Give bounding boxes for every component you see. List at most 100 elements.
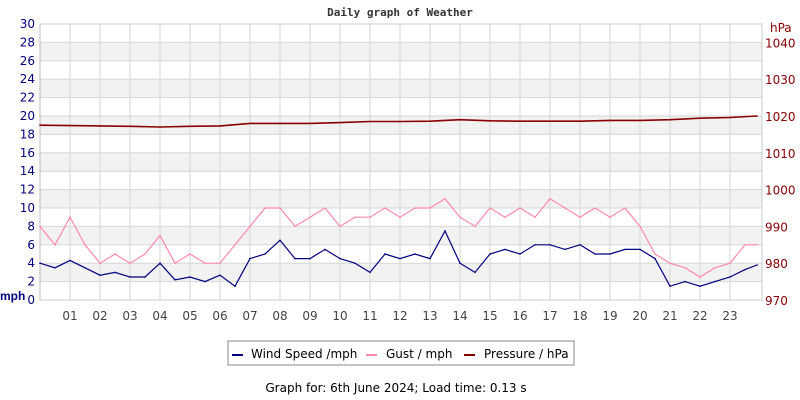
data-point-wind-speed: [309, 257, 311, 260]
right-axis-label: hPa: [770, 21, 792, 35]
x-tick-label: 04: [152, 309, 167, 323]
data-point-wind-speed: [504, 248, 506, 251]
data-point-gust: [234, 244, 236, 246]
data-point-wind-speed: [714, 280, 716, 283]
data-point-gust: [609, 216, 611, 218]
data-point-gust: [594, 207, 596, 209]
data-point-wind-speed: [594, 253, 596, 255]
data-point-gust: [504, 216, 506, 218]
data-point-wind-speed: [654, 257, 656, 260]
data-point-wind-speed: [639, 248, 641, 251]
data-point-wind-speed: [234, 285, 236, 288]
data-point-gust: [714, 267, 716, 269]
data-point-wind-speed: [549, 244, 551, 246]
x-tick-label: 05: [182, 309, 197, 323]
data-point-pressure: [756, 115, 758, 117]
data-point-pressure: [429, 120, 431, 122]
data-point-wind-speed: [99, 274, 101, 276]
left-tick-label: 22: [20, 91, 35, 105]
right-tick-label: 1040: [765, 36, 796, 50]
data-point-pressure: [669, 118, 671, 121]
data-point-wind-speed: [114, 271, 116, 274]
x-tick-label: 07: [242, 309, 257, 323]
left-tick-label: 30: [20, 17, 35, 31]
right-tick-label: 980: [765, 257, 788, 271]
data-point-gust: [564, 207, 566, 209]
data-point-wind-speed: [699, 285, 701, 288]
data-point-gust: [309, 216, 311, 218]
legend-gust: Gust / mph: [386, 347, 452, 361]
data-point-gust: [159, 234, 161, 237]
data-point-wind-speed: [534, 244, 536, 246]
left-tick-label: 28: [20, 35, 35, 49]
data-point-pressure: [519, 120, 521, 122]
data-point-wind-speed: [249, 257, 251, 260]
data-point-pressure: [489, 119, 491, 122]
grid-band: [40, 263, 762, 282]
data-point-gust: [639, 225, 641, 228]
data-point-gust: [369, 216, 371, 218]
left-tick-label: 20: [20, 109, 35, 123]
left-tick-label: 2: [27, 275, 35, 289]
data-point-pressure: [579, 120, 581, 122]
legend-wind: Wind Speed /mph: [251, 347, 357, 361]
data-point-pressure: [609, 119, 611, 122]
x-tick-label: 16: [512, 309, 527, 323]
data-point-pressure: [129, 125, 131, 128]
data-point-gust: [579, 216, 581, 218]
data-point-gust: [294, 225, 296, 228]
x-tick-label: 09: [302, 309, 317, 323]
data-point-gust: [474, 225, 476, 228]
data-point-wind-speed: [369, 271, 371, 274]
data-point-wind-speed: [489, 253, 491, 255]
data-point-gust: [114, 253, 116, 255]
data-point-pressure: [279, 122, 281, 125]
data-point-wind-speed: [129, 276, 131, 278]
data-point-pressure: [249, 122, 251, 125]
data-point-gust: [54, 244, 56, 246]
data-point-gust: [69, 216, 71, 218]
x-tick-label: 02: [92, 309, 107, 323]
data-point-gust: [174, 262, 176, 265]
x-tick-label: 13: [422, 309, 437, 323]
data-point-gust: [144, 253, 146, 255]
data-point-gust: [354, 216, 356, 218]
right-tick-label: 1020: [765, 110, 796, 124]
grid-band: [40, 79, 762, 98]
left-tick-label: 4: [27, 256, 35, 270]
data-point-pressure: [549, 120, 551, 122]
right-tick-label: 1030: [765, 73, 796, 87]
legend: Wind Speed /mph Gust / mph Pressure / hP…: [227, 340, 575, 366]
data-point-gust: [249, 225, 251, 228]
data-point-wind-speed: [174, 278, 176, 281]
legend-box: [227, 340, 575, 366]
grid-band: [40, 226, 762, 245]
data-point-wind-speed: [384, 253, 386, 255]
x-tick-label: 14: [452, 309, 467, 323]
data-point-gust: [534, 216, 536, 218]
data-point-wind-speed: [294, 257, 296, 260]
right-tick-label: 990: [765, 220, 788, 234]
data-point-wind-speed: [744, 268, 746, 271]
data-point-pressure: [309, 122, 311, 125]
data-point-gust: [99, 262, 101, 265]
data-point-wind-speed: [324, 248, 326, 251]
data-point-wind-speed: [219, 274, 221, 276]
data-point-pressure: [159, 126, 161, 128]
data-point-gust: [324, 207, 326, 209]
data-point-wind-speed: [414, 253, 416, 255]
x-tick-label: 10: [332, 309, 347, 323]
data-point-wind-speed: [204, 280, 206, 283]
left-tick-label: 8: [27, 219, 35, 233]
data-point-gust: [384, 207, 386, 209]
left-tick-label: 14: [20, 164, 35, 178]
grid-band: [40, 116, 762, 135]
left-axis-label: mph: [0, 289, 25, 303]
left-tick-label: 0: [27, 293, 35, 307]
x-tick-label: 22: [692, 309, 707, 323]
data-point-pressure: [39, 124, 41, 126]
grid-band: [40, 152, 762, 172]
x-tick-label: 03: [122, 309, 137, 323]
data-point-wind-speed: [474, 271, 476, 274]
